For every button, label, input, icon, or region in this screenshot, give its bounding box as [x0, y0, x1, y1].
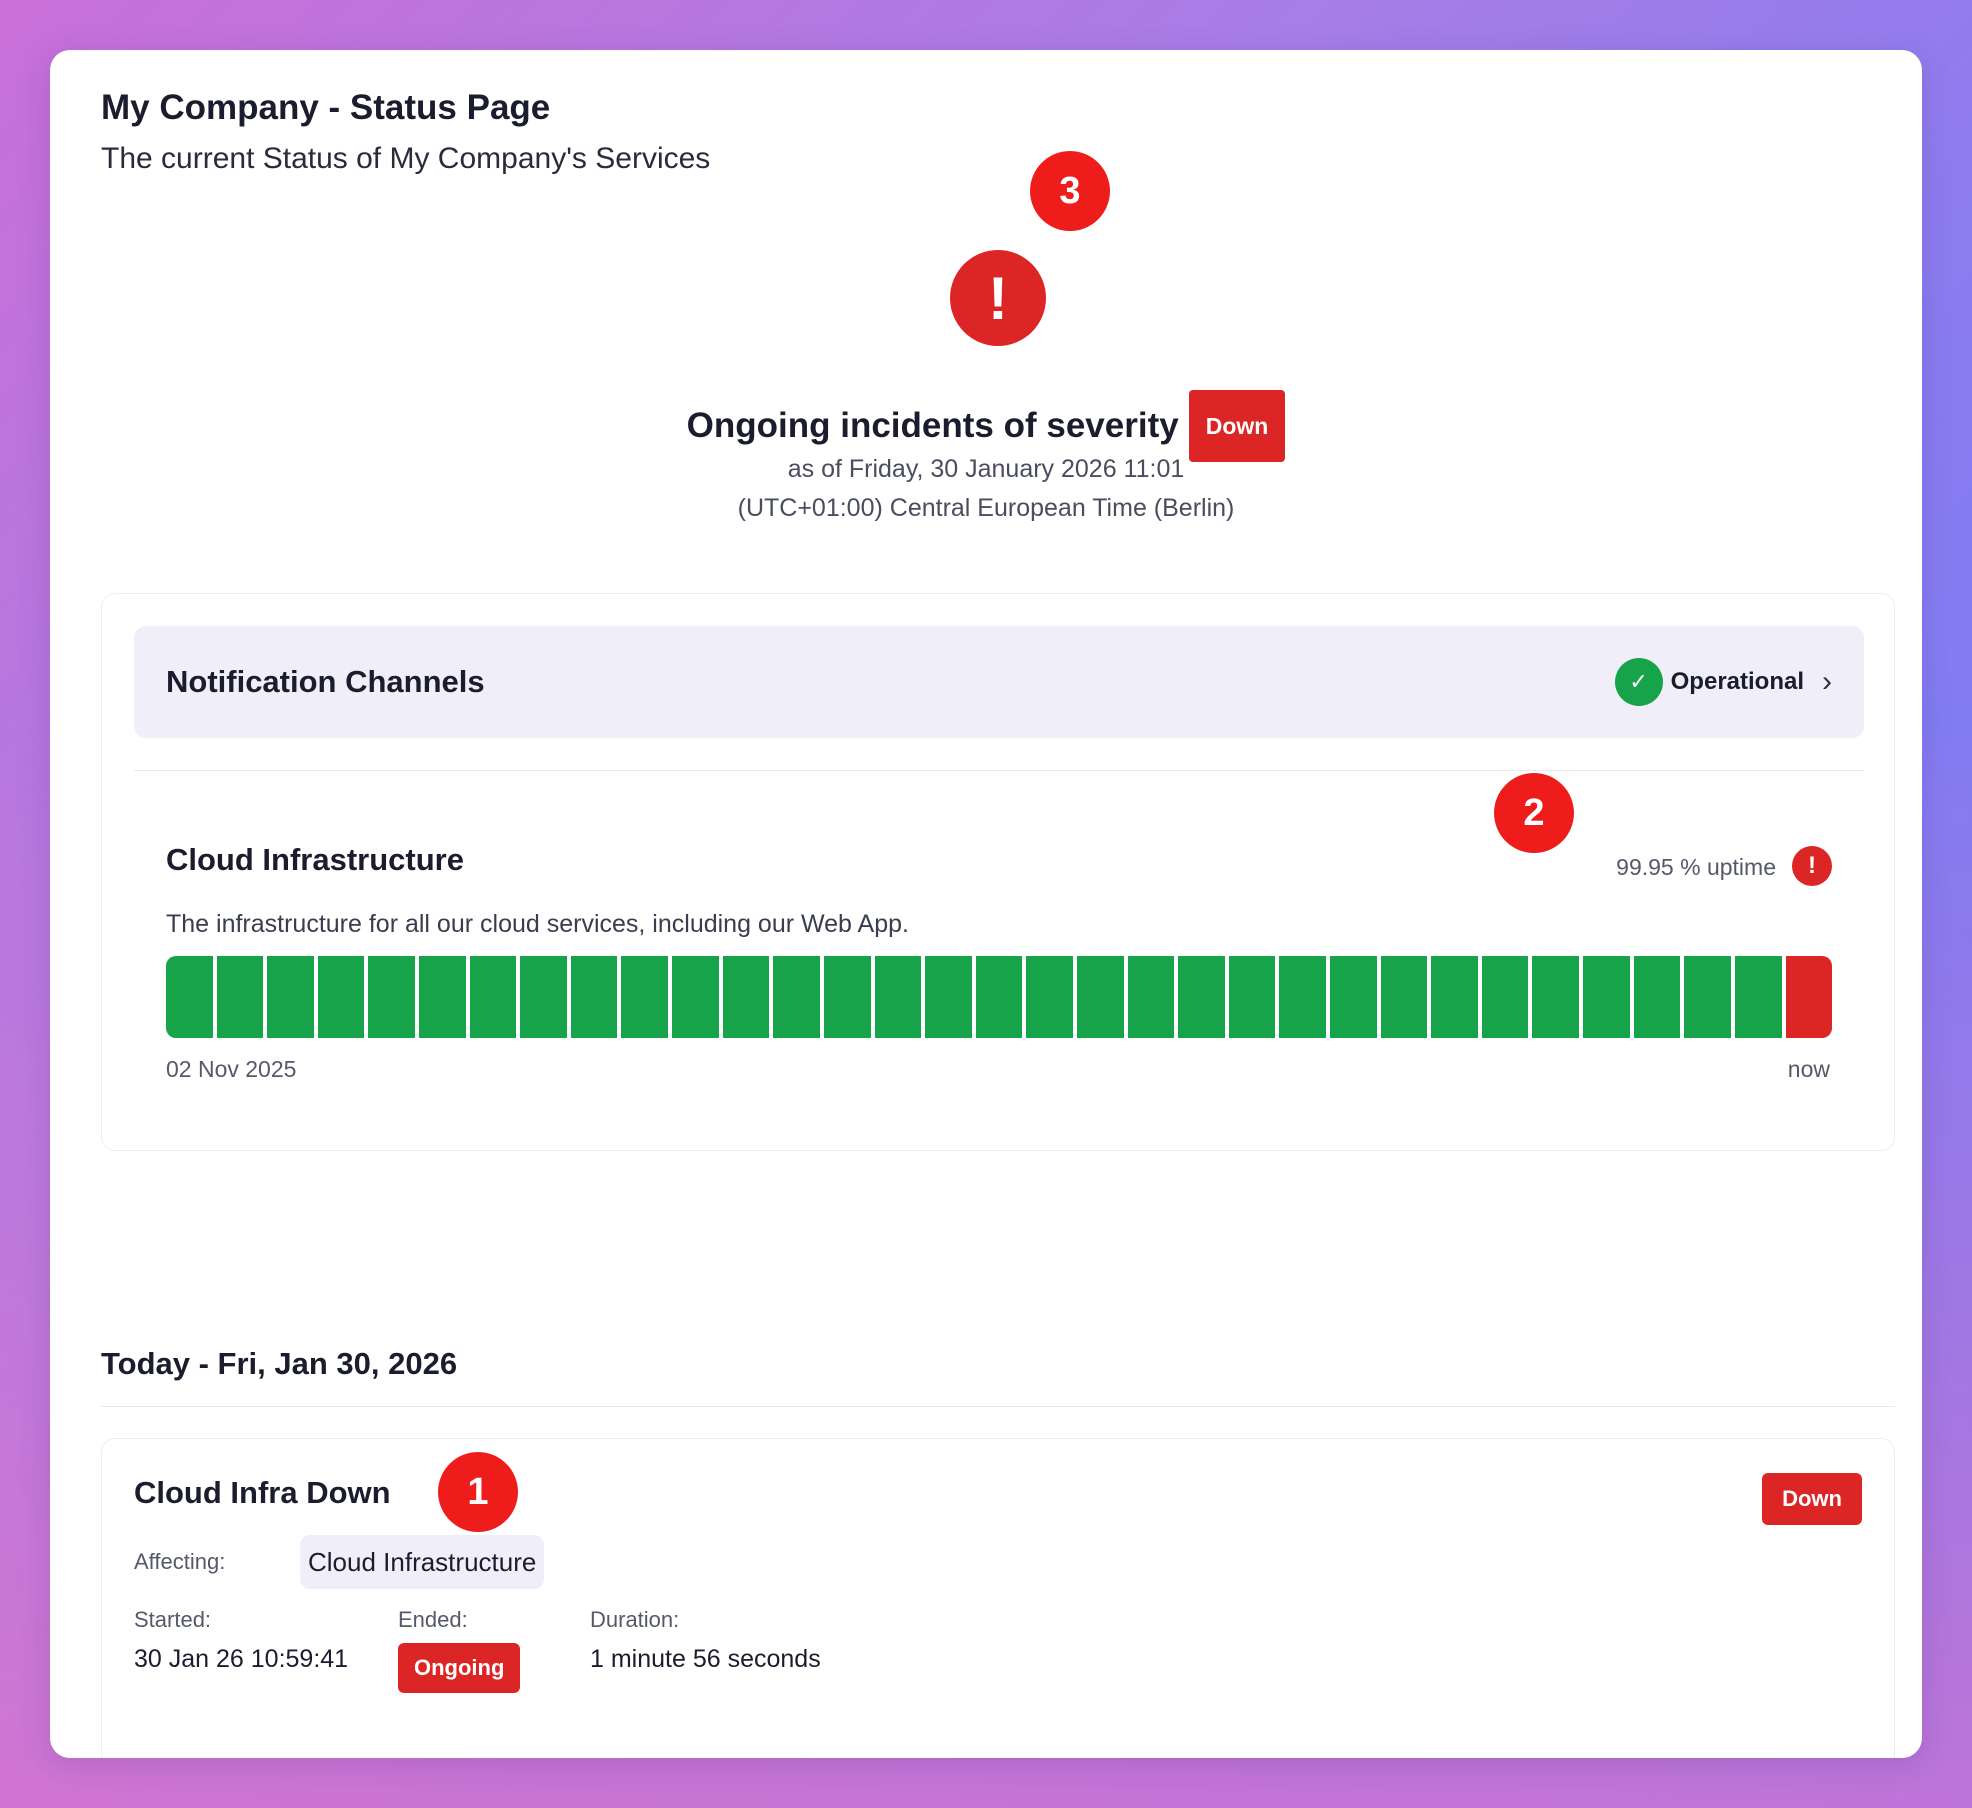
uptime-segment-up[interactable] [1279, 956, 1327, 1038]
uptime-segment-up[interactable] [1431, 956, 1478, 1038]
uptime-segment-up[interactable] [1481, 956, 1529, 1038]
chevron-right-icon[interactable]: › [1822, 665, 1832, 698]
uptime-segment-up[interactable] [216, 956, 264, 1038]
status-timestamp: as of Friday, 30 January 2026 11:01 [787, 455, 1185, 483]
service-description: The infrastructure for all our cloud ser… [166, 910, 909, 938]
overall-status: Ongoing incidents of severity Down [50, 390, 1922, 462]
ended-label: Ended: [398, 1607, 468, 1632]
status-page-card: My Company - Status Page The current Sta… [50, 50, 1922, 1758]
duration-label: Duration: [590, 1607, 680, 1632]
uptime-segment-up[interactable] [1178, 956, 1225, 1038]
service-uptime: 99.95 % uptime [1616, 854, 1776, 880]
uptime-segment-up[interactable] [570, 956, 618, 1038]
annotation-marker-2: 2 [1494, 773, 1574, 853]
uptime-segment-up[interactable] [1684, 956, 1731, 1038]
uptime-bar-end-label: now [1787, 1056, 1830, 1082]
uptime-segment-up[interactable] [469, 956, 517, 1038]
uptime-segment-up[interactable] [874, 956, 922, 1038]
started-value: 30 Jan 26 10:59:41 [134, 1645, 349, 1673]
uptime-segment-up[interactable] [722, 956, 770, 1038]
ongoing-badge: Ongoing [398, 1643, 521, 1693]
uptime-bar [166, 956, 1832, 1038]
page-subtitle: The current Status of My Company's Servi… [101, 142, 711, 175]
uptime-segment-up[interactable] [1127, 956, 1175, 1038]
uptime-segment-up[interactable] [1026, 956, 1073, 1038]
uptime-bar-start-label: 02 Nov 2025 [166, 1056, 297, 1082]
service-group-notification-channels[interactable]: Notification Channels ✓ Operational › [134, 626, 1864, 738]
uptime-segment-up[interactable] [267, 956, 314, 1038]
annotation-marker-3: 3 [1030, 151, 1110, 231]
alert-icon[interactable]: ! [1792, 846, 1832, 886]
affecting-label: Affecting: [134, 1549, 226, 1574]
incident-title[interactable]: Cloud Infra Down [134, 1475, 391, 1510]
service-name: Cloud Infrastructure [166, 842, 464, 877]
day-header: Today - Fri, Jan 30, 2026 [101, 1346, 458, 1381]
uptime-segment-up[interactable] [773, 956, 820, 1038]
incident-card[interactable]: Cloud Infra Down Down Affecting: Cloud I… [101, 1438, 1895, 1758]
uptime-segment-up[interactable] [925, 956, 972, 1038]
uptime-segment-up[interactable] [317, 956, 365, 1038]
service-group-status: Operational [1670, 668, 1804, 695]
affected-service-chip: Cloud Infrastructure [300, 1535, 545, 1589]
duration-value: 1 minute 56 seconds [590, 1645, 821, 1673]
exclamation-icon: ! [950, 250, 1046, 346]
uptime-segment-down[interactable] [1785, 956, 1832, 1038]
uptime-segment-up[interactable] [166, 956, 213, 1038]
incident-severity-badge: Down [1762, 1473, 1862, 1525]
page-title: My Company - Status Page [101, 88, 551, 127]
check-icon: ✓ [1614, 658, 1663, 706]
divider [134, 770, 1864, 771]
uptime-segment-up[interactable] [520, 956, 567, 1038]
status-timezone: (UTC+01:00) Central European Time (Berli… [737, 494, 1235, 522]
uptime-segment-up[interactable] [621, 956, 669, 1038]
uptime-segment-up[interactable] [1380, 956, 1428, 1038]
uptime-segment-up[interactable] [368, 956, 416, 1038]
uptime-segment-up[interactable] [1633, 956, 1681, 1038]
services-panel: Notification Channels ✓ Operational › Cl… [101, 593, 1895, 1151]
uptime-segment-up[interactable] [1330, 956, 1377, 1038]
overall-status-headline: Ongoing incidents of severity [686, 406, 1179, 445]
uptime-segment-up[interactable] [975, 956, 1023, 1038]
uptime-segment-up[interactable] [1734, 956, 1782, 1038]
annotation-marker-1: 1 [438, 1452, 518, 1532]
service-group-name: Notification Channels [166, 664, 485, 699]
uptime-segment-up[interactable] [672, 956, 719, 1038]
started-label: Started: [134, 1607, 212, 1632]
uptime-segment-up[interactable] [1076, 956, 1124, 1038]
uptime-segment-up[interactable] [419, 956, 466, 1038]
uptime-segment-up[interactable] [1532, 956, 1580, 1038]
divider [101, 1406, 1895, 1407]
uptime-segment-up[interactable] [823, 956, 871, 1038]
uptime-segment-up[interactable] [1228, 956, 1276, 1038]
uptime-segment-up[interactable] [1583, 956, 1630, 1038]
severity-badge: Down [1188, 390, 1286, 462]
